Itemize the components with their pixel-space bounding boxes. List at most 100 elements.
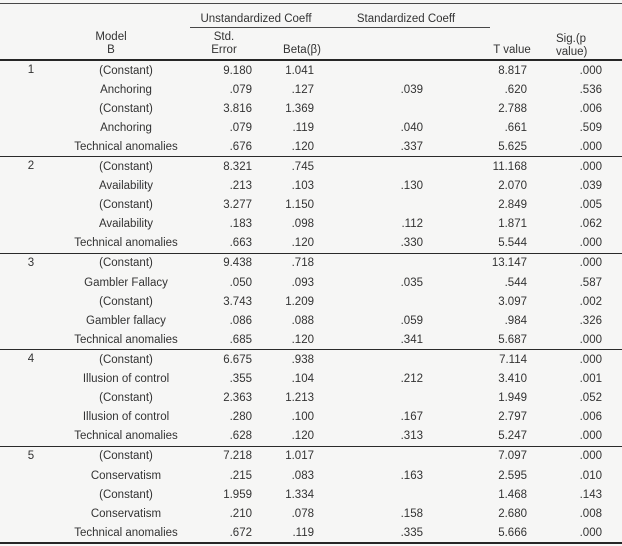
header-std-error-line1: Std.: [213, 31, 235, 43]
b-value-cell: .663: [229, 237, 252, 250]
t-value-cell: 2.070: [498, 180, 527, 193]
sig-value-cell: .000: [579, 257, 602, 270]
table-row: Availability .183 .098 .112 1.871 .062: [0, 215, 622, 234]
sig-value-cell: .000: [579, 353, 602, 366]
b-value-cell: 2.363: [223, 392, 252, 405]
table-row: Illusion of control .355 .104 .212 3.410 .001: [0, 370, 622, 389]
header-model-line2: B: [107, 44, 115, 56]
std-error-cell: .718: [291, 257, 314, 270]
row-label-cell: (Constant): [99, 450, 153, 463]
std-error-cell: .127: [291, 83, 314, 96]
coefficients-table: Unstandardized Coeff Standardized Coeff …: [0, 3, 622, 545]
row-label-cell: (Constant): [99, 199, 153, 212]
table-row: Technical anomalies .685 .120 .341 5.687 .000: [0, 330, 622, 350]
table-row: Technical anomalies .672 .119 .335 5.666 .000: [0, 523, 622, 543]
row-label-cell: Technical anomalies: [74, 526, 178, 539]
b-value-cell: .280: [229, 411, 252, 424]
t-value-cell: 2.595: [498, 469, 527, 482]
b-value-cell: 3.277: [223, 199, 252, 212]
sig-value-cell: .509: [579, 121, 602, 134]
table-row: (Constant) 3.816 1.369 2.788 .006: [0, 99, 622, 118]
sig-value-cell: .062: [579, 218, 602, 231]
t-value-cell: .984: [504, 314, 527, 327]
table-row: Gambler fallacy .086 .088 .059 .984 .326: [0, 311, 622, 330]
std-error-cell: .083: [291, 469, 314, 482]
t-value-cell: 5.247: [498, 430, 527, 443]
table-row: 5 (Constant) 7.218 1.017 7.097 .000: [0, 446, 622, 466]
standardized-beta-cell: .212: [400, 373, 423, 386]
t-value-cell: 3.097: [498, 295, 527, 308]
row-label-cell: Gambler Fallacy: [84, 276, 168, 289]
std-error-cell: .078: [291, 507, 314, 520]
row-label-cell: (Constant): [99, 353, 153, 366]
standardized-beta-cell: .337: [400, 140, 423, 153]
header-sig-line1: Sig.(p: [556, 33, 587, 45]
sig-value-cell: .002: [579, 295, 602, 308]
header-sig-p-value: Sig.(p value): [534, 4, 622, 61]
standardized-beta-cell: [322, 446, 490, 466]
std-error-cell: .119: [292, 121, 314, 134]
std-error-cell: .938: [291, 353, 314, 366]
row-label-cell: (Constant): [99, 295, 153, 308]
header-model-b: Model B: [62, 28, 190, 61]
t-value-cell: 5.544: [498, 237, 527, 250]
t-value-cell: 3.410: [498, 373, 527, 386]
std-error-cell: 1.150: [285, 199, 314, 212]
sig-value-cell: .000: [579, 526, 602, 539]
table-row: Technical anomalies .628 .120 .313 5.247 .000: [0, 427, 622, 447]
row-label-cell: (Constant): [99, 161, 153, 174]
t-value-cell: 2.849: [498, 199, 527, 212]
t-value-cell: 8.817: [498, 64, 527, 77]
standardized-beta-cell: .035: [400, 276, 423, 289]
standardized-beta-cell: [322, 196, 490, 215]
std-error-cell: 1.369: [285, 102, 314, 115]
header-sig-line2: value): [556, 46, 588, 58]
t-value-cell: 1.468: [498, 488, 527, 501]
header-blank-cell: [0, 4, 62, 28]
sig-value-cell: .052: [579, 392, 602, 405]
row-label-cell: Availability: [98, 180, 154, 193]
std-error-cell: 1.213: [285, 392, 314, 405]
b-value-cell: .213: [229, 180, 252, 193]
row-label-cell: Technical anomalies: [74, 140, 178, 153]
standardized-beta-cell: .167: [400, 411, 423, 424]
header-blank-cell: [0, 28, 62, 61]
table-row: Anchoring .079 .119 .040 .661 .509: [0, 118, 622, 137]
t-value-cell: 1.949: [498, 392, 527, 405]
standardized-beta-cell: .341: [400, 333, 423, 346]
header-unstandardized-coeff: Unstandardized Coeff: [190, 3, 322, 28]
standardized-beta-cell: .163: [400, 469, 423, 482]
row-label-cell: Technical anomalies: [74, 430, 178, 443]
sig-value-cell: .006: [579, 411, 602, 424]
table-row: 2 (Constant) 8.321 .745 11.168 .000: [0, 157, 622, 177]
table-row: 4 (Constant) 6.675 .938 7.114 .000: [0, 350, 622, 370]
standardized-beta-cell: [322, 389, 490, 408]
std-error-cell: 1.209: [285, 295, 314, 308]
table-row: (Constant) 3.743 1.209 3.097 .002: [0, 292, 622, 311]
sig-value-cell: .000: [579, 333, 602, 346]
sig-value-cell: .143: [579, 488, 602, 501]
t-value-cell: .544: [504, 276, 527, 289]
t-value-cell: 2.680: [498, 507, 527, 520]
b-value-cell: 8.321: [223, 161, 252, 174]
sig-value-cell: .010: [579, 469, 602, 482]
row-label-cell: Illusion of control: [82, 373, 170, 386]
t-value-cell: 5.625: [498, 140, 527, 153]
sig-value-cell: .536: [579, 83, 602, 96]
b-value-cell: .086: [229, 314, 252, 327]
row-label-cell: (Constant): [99, 488, 153, 501]
standardized-beta-cell: [322, 485, 490, 504]
std-error-cell: .120: [291, 140, 314, 153]
row-label-cell: Technical anomalies: [74, 237, 178, 250]
table-row: Availability .213 .103 .130 2.070 .039: [0, 177, 622, 196]
std-error-cell: .104: [291, 373, 314, 386]
table-header: Unstandardized Coeff Standardized Coeff …: [0, 3, 622, 61]
header-row-spanners: Unstandardized Coeff Standardized Coeff …: [0, 3, 622, 58]
standardized-beta-cell: .130: [400, 180, 423, 193]
sig-value-cell: .039: [579, 180, 602, 193]
sig-value-cell: .001: [579, 373, 602, 386]
b-value-cell: 7.218: [223, 450, 252, 463]
standardized-beta-cell: [322, 350, 490, 370]
t-value-cell: .620: [504, 83, 527, 96]
b-value-cell: .079: [229, 83, 252, 96]
